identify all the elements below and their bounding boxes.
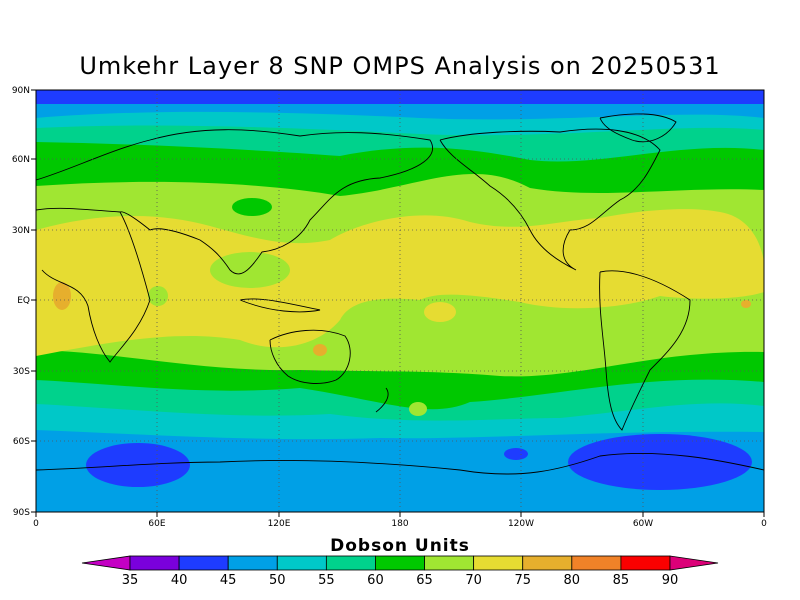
lat-label-60n: 60N <box>12 155 30 165</box>
lime-patch-2 <box>148 286 168 306</box>
lat-label-90s: 90S <box>13 508 30 518</box>
colorbar-cell <box>178 555 229 571</box>
colorbar-label: 75 <box>514 573 531 588</box>
lon-label-60e: 60E <box>148 519 165 529</box>
colorbar-cell <box>325 555 376 571</box>
colorbar-cell <box>522 555 573 571</box>
deep-blue-antarctic-3 <box>504 448 528 460</box>
orange-spot-3 <box>741 300 751 308</box>
lon-label-180: 180 <box>391 519 408 529</box>
north-america-coast <box>439 128 661 271</box>
antarctica-coast <box>36 452 764 475</box>
colorbar-arrow-high <box>669 555 719 571</box>
colorbar-arrow-low <box>81 555 131 571</box>
lat-label-30s: 30S <box>13 367 30 377</box>
colorbar-title: Dobson Units <box>330 536 470 556</box>
lon-label-0-east: 0 <box>761 519 767 529</box>
colorbar-cell <box>620 555 671 571</box>
lat-labels: 90N 60N 30N EQ 30S 60S 90S <box>12 86 30 518</box>
yellow-patch <box>424 302 456 322</box>
lat-label-30n: 30N <box>12 226 30 236</box>
colorbar-label: 60 <box>367 573 384 588</box>
colorbar-cell <box>227 555 278 571</box>
colorbar-label: 50 <box>269 573 286 588</box>
new-zealand-coast <box>375 387 389 413</box>
eurasia-coast <box>36 129 433 275</box>
australia-coast <box>269 329 351 384</box>
deep-blue-antarctic-2 <box>568 434 752 490</box>
lime-island <box>409 402 427 416</box>
lon-label-120w: 120W <box>508 519 534 529</box>
colorbar-cells <box>81 555 719 571</box>
colorbar-label: 90 <box>662 573 679 588</box>
colorbar-label: 35 <box>122 573 139 588</box>
lon-label-120e: 120E <box>268 519 291 529</box>
colorbar-cell <box>375 555 425 571</box>
map-title: Umkehr Layer 8 SNP OMPS Analysis on 2025… <box>79 52 721 80</box>
colorbar-cell <box>571 555 622 571</box>
lon-label-60w: 60W <box>633 519 653 529</box>
lat-label-90n: 90N <box>12 86 30 96</box>
colorbar-cell <box>473 555 524 571</box>
tick-marks <box>31 89 765 517</box>
colorbar-labels: 35 40 45 50 55 60 65 70 75 80 85 90 <box>122 573 679 588</box>
lat-label-eq: EQ <box>17 296 30 306</box>
greenland-coast <box>599 113 677 143</box>
colorbar-label: 65 <box>416 573 433 588</box>
gridlines <box>36 90 764 512</box>
coastlines <box>36 113 764 475</box>
colorbar-label: 40 <box>171 573 188 588</box>
colorbar-label: 45 <box>220 573 237 588</box>
lat-label-60s: 60S <box>13 437 30 447</box>
africa-coast <box>36 207 151 363</box>
colorbar-cell <box>129 555 180 571</box>
colorbar-label: 55 <box>318 573 335 588</box>
green-blob <box>232 198 272 216</box>
colorbar-cell <box>276 555 327 571</box>
south-america-coast <box>599 270 691 431</box>
lon-label-0: 0 <box>33 519 39 529</box>
lime-patch-1 <box>210 252 290 288</box>
orange-spot-1 <box>53 282 71 310</box>
colorbar-label: 85 <box>613 573 630 588</box>
band-deep-blue-north <box>36 90 764 104</box>
colorbar-label: 80 <box>564 573 581 588</box>
colorbar-label: 70 <box>465 573 482 588</box>
lon-labels: 0 60E 120E 180 120W 60W 0 <box>33 519 767 529</box>
orange-spot-2 <box>313 344 327 356</box>
colorbar-cell <box>424 555 475 571</box>
indonesia-coast <box>239 298 321 313</box>
